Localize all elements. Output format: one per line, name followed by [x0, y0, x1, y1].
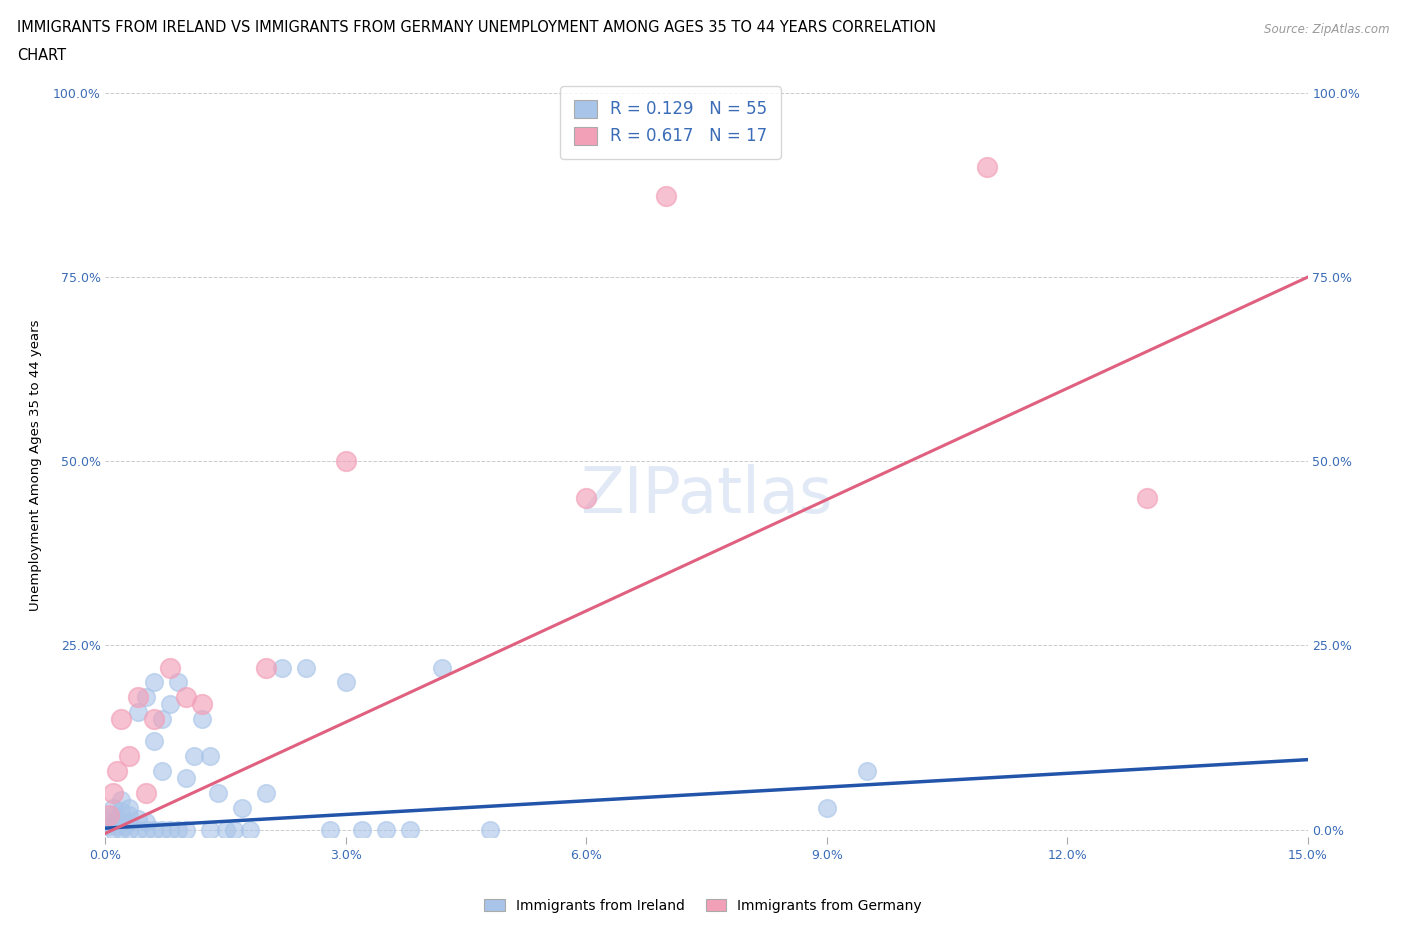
Point: [110, 804, 132, 818]
Point: [855, 764, 877, 778]
Point: [103, 800, 125, 815]
Point: [198, 822, 221, 837]
Point: [150, 764, 173, 778]
Point: [142, 675, 165, 690]
Point: [110, 822, 132, 837]
Point: [127, 811, 149, 826]
Point: [118, 800, 141, 815]
Point: [118, 815, 141, 830]
Point: [174, 822, 197, 837]
Point: [142, 734, 165, 749]
Point: [142, 822, 165, 837]
Point: [142, 711, 165, 726]
Y-axis label: Unemployment Among Ages 35 to 44 years: Unemployment Among Ages 35 to 44 years: [28, 319, 42, 611]
Point: [399, 822, 422, 837]
Point: [159, 697, 181, 711]
Point: [815, 800, 838, 815]
Point: [174, 771, 197, 786]
Point: [295, 660, 318, 675]
Point: [254, 660, 277, 675]
Point: [103, 807, 125, 822]
Point: [479, 822, 502, 837]
Point: [198, 749, 221, 764]
Point: [100, 815, 122, 830]
Point: [350, 822, 373, 837]
Point: [174, 690, 197, 705]
Point: [231, 800, 253, 815]
Point: [135, 785, 157, 800]
Point: [190, 697, 212, 711]
Point: [190, 711, 212, 726]
Point: [254, 785, 277, 800]
Point: [103, 785, 125, 800]
Point: [150, 711, 173, 726]
Point: [127, 690, 149, 705]
Point: [159, 822, 181, 837]
Point: [127, 822, 149, 837]
Point: [166, 675, 188, 690]
Text: Source: ZipAtlas.com: Source: ZipAtlas.com: [1264, 23, 1389, 36]
Point: [166, 822, 188, 837]
Point: [135, 815, 157, 830]
Point: [575, 491, 598, 506]
Point: [150, 822, 173, 837]
Point: [655, 189, 678, 204]
Point: [335, 675, 357, 690]
Point: [110, 711, 132, 726]
Text: IMMIGRANTS FROM IRELAND VS IMMIGRANTS FROM GERMANY UNEMPLOYMENT AMONG AGES 35 TO: IMMIGRANTS FROM IRELAND VS IMMIGRANTS FR…: [17, 20, 936, 35]
Legend: Immigrants from Ireland, Immigrants from Germany: Immigrants from Ireland, Immigrants from…: [478, 894, 928, 919]
Point: [107, 811, 129, 826]
Point: [118, 807, 141, 822]
Point: [207, 785, 229, 800]
Point: [107, 764, 129, 778]
Point: [159, 660, 181, 675]
Point: [430, 660, 453, 675]
Point: [239, 822, 262, 837]
Text: CHART: CHART: [17, 48, 66, 63]
Point: [98, 807, 121, 822]
Point: [114, 818, 136, 833]
Text: ZIPatlas: ZIPatlas: [581, 464, 832, 525]
Point: [110, 815, 132, 830]
Legend: R = 0.129   N = 55, R = 0.617   N = 17: R = 0.129 N = 55, R = 0.617 N = 17: [560, 86, 780, 159]
Point: [1136, 491, 1159, 506]
Point: [214, 822, 236, 837]
Point: [98, 818, 121, 833]
Point: [319, 822, 342, 837]
Point: [107, 818, 129, 833]
Point: [135, 822, 157, 837]
Point: [270, 660, 292, 675]
Point: [118, 749, 141, 764]
Point: [110, 792, 132, 807]
Point: [976, 159, 998, 174]
Point: [135, 690, 157, 705]
Point: [183, 749, 205, 764]
Point: [103, 822, 125, 837]
Point: [335, 454, 357, 469]
Point: [222, 822, 245, 837]
Point: [127, 704, 149, 719]
Point: [374, 822, 398, 837]
Point: [118, 822, 141, 837]
